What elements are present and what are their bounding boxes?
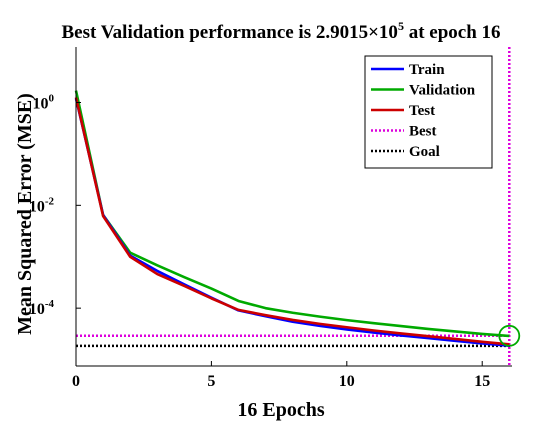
chart-title-exponent: 5 [398,19,404,33]
x-tick-label: 15 [474,373,490,390]
series-line-train [74,98,510,348]
x-tick-label: 5 [207,373,215,390]
series-line-validation [74,90,510,338]
legend-label-train: Train [409,62,445,78]
series-line-test [74,97,510,346]
y-tick-label: 10-4 [29,298,55,318]
legend-label-test: Test [409,103,435,119]
y-tick-label: 10-2 [29,195,55,215]
chart-title: Best Validation performance is 2.9015×10… [61,19,500,43]
best-marker [498,324,521,347]
legend-label-best: Best [409,124,437,140]
legend: Train Validation Test Best Goal [364,55,493,169]
x-tick-label: 10 [339,373,355,390]
chart-title-suffix: at epoch 16 [404,22,501,43]
legend-label-goal: Goal [409,144,440,160]
plot-content [74,47,521,366]
y-axis-label: Mean Squared Error (MSE) [14,93,36,335]
legend-label-validation: Validation [409,83,476,99]
x-axis-label: 16 Epochs [237,399,324,421]
legend-box [364,55,493,169]
x-tick-label: 0 [72,373,80,390]
axis-ticks: 0 5 10 15 100 10-2 10-4 [29,92,490,390]
y-tick-label: 100 [33,92,55,112]
chart-title-main: Best Validation performance is 2.9015×10 [61,22,397,43]
